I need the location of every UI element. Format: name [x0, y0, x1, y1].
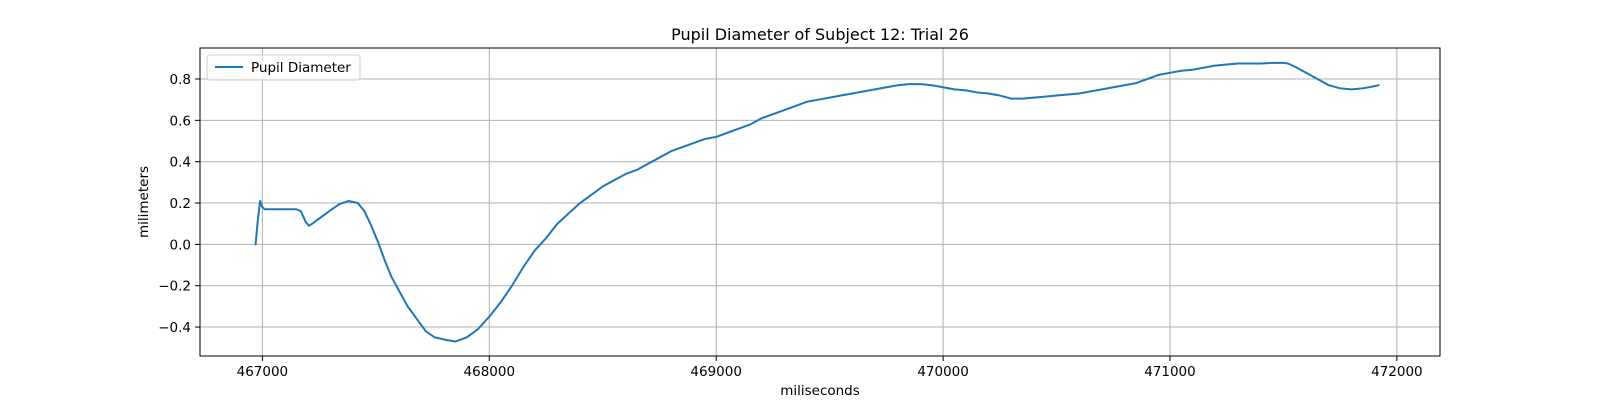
x-tick-label: 472000 [1371, 364, 1423, 380]
plot-frame [199, 47, 1441, 357]
y-tick-label: 0.6 [170, 113, 191, 129]
y-tick-label: 0.0 [170, 237, 191, 253]
x-tick-label: 468000 [464, 364, 516, 380]
x-tick-label: 467000 [237, 364, 289, 380]
x-tick-label: 471000 [1144, 364, 1196, 380]
y-tick-label: −0.4 [158, 320, 191, 336]
y-axis: −0.4 −0.2 0.0 0.2 0.4 0.6 0.8 [158, 72, 200, 336]
legend: Pupil Diameter [206, 54, 361, 81]
legend-box [206, 54, 361, 81]
series-layer [254, 61, 1380, 343]
grid [200, 48, 1440, 356]
x-axis: 467000 468000 469000 470000 471000 472000 [237, 356, 1423, 380]
y-tick-label: −0.2 [158, 279, 191, 295]
y-tick-label: 0.2 [170, 196, 191, 212]
y-tick-label: 0.8 [170, 72, 191, 88]
x-tick-label: 470000 [917, 364, 969, 380]
x-tick-label: 469000 [690, 364, 742, 380]
y-tick-label: 0.4 [170, 155, 191, 171]
y-axis-label: milimeters [136, 166, 152, 238]
chart-title: Pupil Diameter of Subject 12: Trial 26 [671, 25, 969, 44]
series-line-pupil-diameter [254, 61, 1380, 343]
legend-label: Pupil Diameter [251, 60, 351, 76]
x-axis-label: miliseconds [780, 383, 860, 399]
